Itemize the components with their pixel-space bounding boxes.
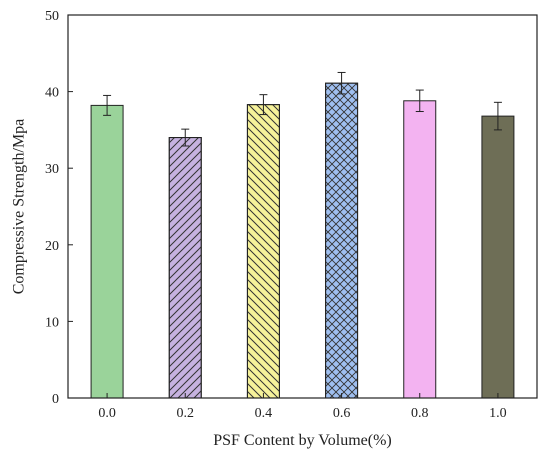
y-tick-label: 10 xyxy=(45,315,59,330)
error-bars-layer xyxy=(103,71,502,147)
bar xyxy=(481,115,515,399)
x-tick-label: 0.6 xyxy=(333,406,351,421)
x-axis: 0.0 0.2 0.4 0.6 0.8 1.0 xyxy=(98,393,507,421)
x-tick-label: 1.0 xyxy=(489,406,507,421)
x-tick-label: 0.0 xyxy=(98,406,116,421)
x-axis-title: PSF Content by Volume(%) xyxy=(213,432,392,449)
y-tick-label: 0 xyxy=(52,392,59,407)
y-tick-label: 40 xyxy=(45,86,59,101)
bar xyxy=(90,104,124,399)
x-tick-label: 0.2 xyxy=(177,406,195,421)
x-tick-label: 0.4 xyxy=(255,406,273,421)
bar-hatch xyxy=(246,104,280,399)
y-axis-title: Compressive Strength/Mpa xyxy=(11,119,28,295)
bar-hatch xyxy=(325,82,359,399)
y-axis: 0 10 20 30 40 50 xyxy=(45,9,73,407)
y-tick-label: 50 xyxy=(45,9,59,24)
bar xyxy=(403,100,437,399)
x-tick-label: 0.8 xyxy=(411,406,429,421)
bars-layer xyxy=(90,82,515,399)
y-tick-label: 30 xyxy=(45,162,59,177)
y-tick-label: 20 xyxy=(45,239,59,254)
plot-frame xyxy=(67,14,538,399)
bar-hatch xyxy=(168,137,202,399)
